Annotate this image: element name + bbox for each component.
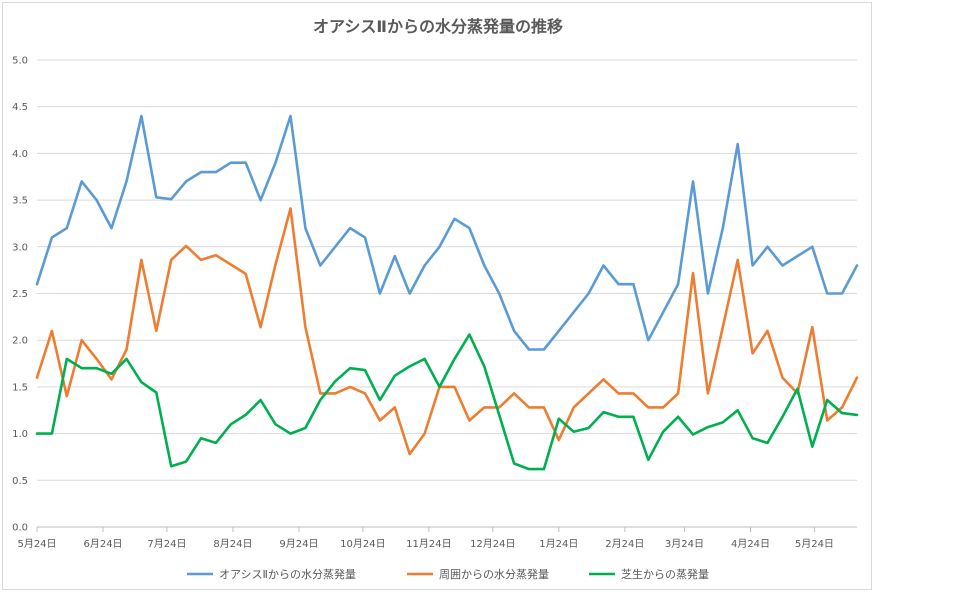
x-tick-label: 1月24日 bbox=[539, 538, 578, 550]
y-tick-label: 0.5 bbox=[12, 476, 28, 487]
y-tick-label: 3.0 bbox=[12, 242, 28, 253]
x-axis: 5月24日 6月24日 7月24日 8月24日 9月24日 10月24日 11月24日 12月… bbox=[17, 527, 834, 550]
chart-title: オアシスⅡからの水分蒸発量の推移 bbox=[313, 17, 563, 36]
y-axis: 0.0 0.5 1.0 1.5 2.0 2.5 3.0 3.5 4.0 4.5 5.0 bbox=[12, 56, 28, 534]
legend-label-1: オアシスⅡからの水分蒸発量 bbox=[219, 567, 356, 581]
x-tick-label: 3月24日 bbox=[665, 538, 704, 550]
x-tick-label: 11月24日 bbox=[406, 538, 451, 550]
legend-label-2: 周囲からの水分蒸発量 bbox=[439, 567, 549, 581]
x-tick-label: 6月24日 bbox=[83, 538, 122, 550]
y-tick-label: 4.5 bbox=[12, 102, 28, 113]
y-tick-label: 0.0 bbox=[12, 523, 28, 534]
y-tick-label: 2.0 bbox=[12, 336, 28, 347]
series-line-3 bbox=[35, 333, 859, 471]
legend: オアシスⅡからの水分蒸発量 周囲からの水分蒸発量 芝生からの蒸発量 bbox=[187, 567, 709, 581]
x-tick-label: 10月24日 bbox=[340, 538, 385, 550]
x-tick-label: 12月24日 bbox=[470, 538, 515, 550]
chart-frame: オアシスⅡからの水分蒸発量の推移 0.0 0.5 1.0 1.5 2.0 2.5 3.0 3.… bbox=[2, 2, 872, 590]
y-tick-label: 1.5 bbox=[12, 382, 28, 393]
x-tick-label: 5月24日 bbox=[795, 538, 834, 550]
series-line-2 bbox=[35, 207, 859, 456]
x-tick-label: 7月24日 bbox=[147, 538, 186, 550]
x-tick-label: 2月24日 bbox=[605, 538, 644, 550]
series-line-1 bbox=[35, 114, 859, 351]
x-tick-label: 9月24日 bbox=[279, 538, 318, 550]
y-tick-label: 3.5 bbox=[12, 196, 28, 207]
y-tick-label: 4.0 bbox=[12, 149, 28, 160]
series-lines bbox=[35, 114, 859, 471]
y-tick-label: 1.0 bbox=[12, 429, 28, 440]
y-tick-label: 5.0 bbox=[12, 56, 28, 67]
line-chart: オアシスⅡからの水分蒸発量の推移 0.0 0.5 1.0 1.5 2.0 2.5 3.0 3.… bbox=[12, 17, 859, 581]
x-tick-label: 8月24日 bbox=[213, 538, 252, 550]
gridlines bbox=[37, 59, 857, 528]
legend-label-3: 芝生からの蒸発量 bbox=[621, 567, 709, 581]
x-tick-label: 5月24日 bbox=[17, 538, 56, 550]
x-tick-label: 4月24日 bbox=[731, 538, 770, 550]
y-tick-label: 2.5 bbox=[12, 289, 28, 300]
